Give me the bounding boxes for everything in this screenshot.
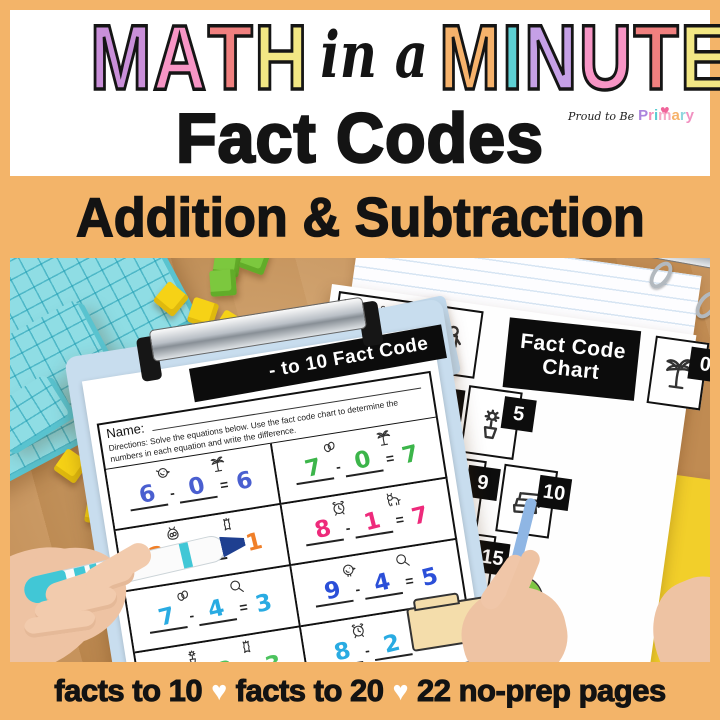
brand-name: Primary bbox=[638, 107, 694, 124]
colored-letter: A bbox=[152, 7, 208, 109]
operator: - bbox=[354, 580, 362, 598]
colored-letter: U bbox=[577, 7, 634, 109]
colored-letter: P bbox=[638, 107, 649, 124]
colored-letter: T bbox=[206, 7, 255, 109]
colored-letter: r bbox=[648, 107, 654, 124]
colored-letter: I bbox=[501, 7, 525, 109]
handwritten-number: 7 bbox=[399, 440, 422, 470]
chart-cell: 0 bbox=[646, 335, 710, 411]
colored-letter: T bbox=[632, 7, 681, 109]
colored-letter: M bbox=[438, 7, 503, 109]
brand-logo: Proud to BePrimary bbox=[568, 107, 694, 125]
handwritten-number: 0 bbox=[186, 472, 208, 502]
flower-pot-icon bbox=[181, 646, 202, 662]
handwritten-number: 3 bbox=[253, 588, 276, 619]
title-word-in-a: in a bbox=[320, 18, 428, 93]
handwritten-number: 8 bbox=[331, 637, 353, 662]
chart-number: 0 bbox=[687, 346, 710, 383]
handwritten-number: 1 bbox=[243, 527, 266, 557]
operator: = bbox=[394, 510, 405, 528]
handwritten-number: 7 bbox=[155, 602, 178, 632]
colored-letter: r bbox=[679, 107, 686, 124]
top-banner-text: Addition & Subtraction bbox=[75, 185, 645, 249]
handwritten-number: 4 bbox=[205, 594, 228, 624]
bottom-banner-content: facts to 10 ♥ facts to 20 ♥ 22 no-prep pages bbox=[54, 673, 667, 709]
counting-cube-green bbox=[209, 269, 237, 297]
colored-letter: M bbox=[89, 7, 154, 109]
title-word-math: MATH bbox=[89, 10, 309, 106]
page-title: Fact Codes bbox=[175, 98, 544, 179]
operator: - bbox=[344, 519, 352, 536]
brand-script-text: Proud to Be bbox=[568, 110, 635, 123]
handwritten-number: 2 bbox=[381, 629, 403, 659]
operator: - bbox=[168, 484, 176, 501]
banner-segment: facts to 20 bbox=[235, 673, 384, 709]
colored-letter: m bbox=[658, 107, 672, 124]
operator: - bbox=[363, 641, 371, 659]
operator: = bbox=[404, 572, 415, 590]
chart-cell: 5 bbox=[459, 385, 537, 460]
title-word-minute: MINUTE bbox=[438, 10, 720, 106]
colored-letter: N bbox=[523, 7, 579, 109]
handwritten-number: 7 bbox=[301, 453, 324, 483]
handwritten-number: 5 bbox=[419, 562, 442, 592]
handwritten-number: 6 bbox=[135, 480, 158, 510]
top-banner: Addition & Subtraction bbox=[0, 176, 720, 258]
operator: - bbox=[334, 458, 342, 475]
operator: = bbox=[238, 598, 249, 616]
handwritten-number: 1 bbox=[361, 507, 384, 537]
chart-title: Fact Code Chart bbox=[502, 317, 642, 401]
handwritten-number: 6 bbox=[233, 466, 256, 496]
colored-letter: H bbox=[253, 7, 310, 109]
handwritten-number: 3 bbox=[263, 650, 285, 662]
banner-segment: facts to 10 bbox=[54, 673, 203, 709]
colored-letter: a bbox=[671, 107, 680, 124]
chart-number: 5 bbox=[500, 396, 537, 433]
heart-icon: ♥ bbox=[392, 675, 409, 706]
banner-segment: 22 no-prep pages bbox=[417, 673, 667, 709]
operator: = bbox=[218, 475, 230, 493]
marker-stripe bbox=[178, 542, 194, 569]
colored-letter: y bbox=[685, 107, 694, 124]
colored-letter: i bbox=[654, 107, 658, 124]
operator: = bbox=[384, 449, 396, 467]
colored-letter: E bbox=[679, 10, 720, 106]
handwritten-number: 7 bbox=[409, 501, 432, 531]
handwritten-number: 4 bbox=[371, 568, 394, 598]
handwritten-number: 8 bbox=[311, 514, 334, 545]
counting-cube-green bbox=[238, 258, 272, 276]
handwritten-number: 0 bbox=[351, 445, 374, 475]
chart-number: 10 bbox=[536, 474, 573, 512]
handwritten-number: 9 bbox=[321, 576, 344, 606]
operator: - bbox=[188, 606, 196, 624]
heart-icon: ♥ bbox=[211, 675, 227, 706]
bottom-banner: facts to 10 ♥ facts to 20 ♥ 22 no-prep pages bbox=[0, 662, 720, 720]
